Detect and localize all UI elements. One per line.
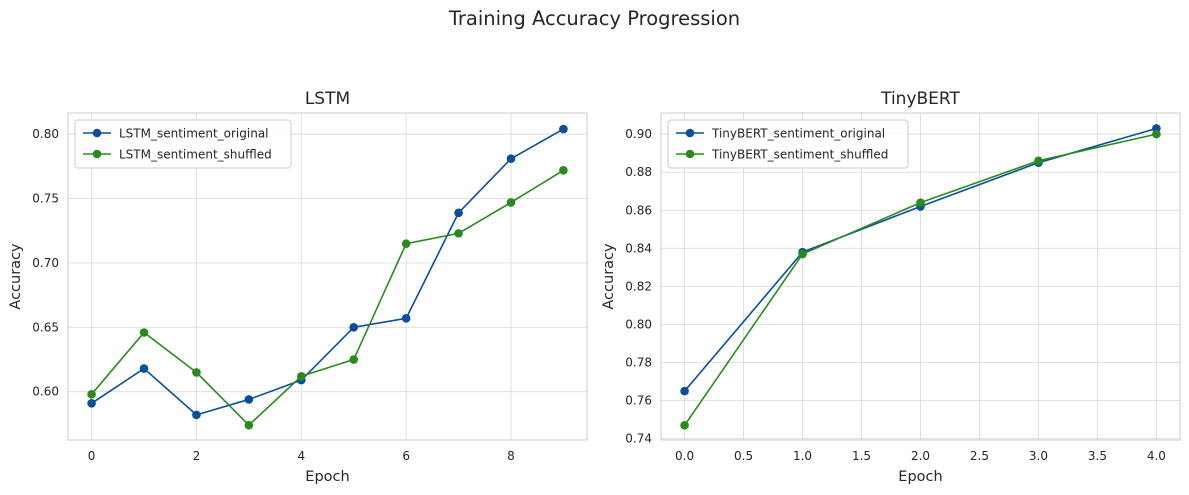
chart-0-series-0-point	[192, 410, 201, 420]
chart-1-y-tick-label: 0.86	[625, 203, 652, 217]
chart-1-x-tick-label: 2.5	[970, 449, 989, 463]
chart-0-title: LSTM	[305, 89, 350, 109]
chart-1-y-tick-label: 0.78	[625, 356, 652, 370]
chart-0-series-1-point	[506, 198, 516, 207]
chart-1-y-tick-label: 0.84	[625, 241, 652, 255]
chart-0-x-axis-label: Epoch	[305, 469, 349, 485]
chart-1-y-tick-label: 0.82	[625, 279, 652, 293]
chart-0-series-0-point	[401, 314, 411, 323]
chart-1-x-tick-label: 1.5	[852, 449, 871, 463]
chart-1-x-tick-label: 0.0	[675, 449, 694, 463]
chart-1-series-1-point	[798, 249, 807, 259]
chart-1-x-tick-label: 3.5	[1088, 449, 1107, 463]
chart-1-title: TinyBERT	[880, 89, 960, 109]
chart-1-x-tick-label: 4.0	[1147, 449, 1166, 463]
chart-0-legend-label-0: LSTM_sentiment_original	[119, 127, 269, 141]
chart-0-series-0-point	[454, 208, 463, 218]
chart-1-x-tick-label: 2.0	[911, 449, 930, 463]
chart-1-y-tick-label: 0.88	[625, 165, 652, 179]
chart-1-series-1-point	[1034, 156, 1043, 166]
chart-0-series-1-point	[296, 371, 306, 381]
chart-1-y-tick-label: 0.90	[625, 127, 652, 141]
chart-1-x-tick-label: 3.0	[1029, 449, 1048, 463]
chart-0-legend-label-1: LSTM_sentiment_shuffled	[119, 148, 272, 162]
tinybert-panel: 0.0 0.5 1.0 1.5 2.0 2.5 3.0 3.5 4.0 0.74 0.76 0.78 0…	[601, 89, 1181, 485]
chart-0-x-tick-label: 6	[402, 449, 410, 463]
chart-0-series-0-point	[349, 323, 359, 332]
chart-0-y-tick-label: 0.80	[32, 127, 59, 141]
chart-1-legend-label-1: TinyBERT_sentiment_shuffled	[711, 148, 888, 162]
chart-1-y-axis-label: Accuracy	[601, 243, 617, 310]
chart-0-y-axis-label: Accuracy	[8, 243, 24, 310]
figure-title: Training Accuracy Progression	[448, 7, 740, 30]
chart-1-series-1-point	[680, 421, 689, 430]
chart-0-y-tick-label: 0.60	[32, 385, 59, 399]
chart-1-series-0-point	[680, 386, 689, 396]
chart-1-series-1-point	[916, 198, 925, 207]
chart-0-series-1-point	[349, 355, 359, 364]
chart-1-legend: TinyBERT_sentiment_original TinyBERT_sent…	[667, 119, 909, 169]
chart-1-plot-frame	[660, 112, 1181, 441]
chart-0-x-tick-label: 8	[507, 449, 515, 463]
chart-1-x-tick-label: 0.5	[734, 449, 753, 463]
chart-0-series-1-point	[559, 165, 568, 175]
chart-0-series-0-point	[506, 154, 516, 164]
chart-0-series-1-point	[192, 368, 201, 377]
chart-0-series-1-point	[87, 389, 96, 399]
chart-0-y-tick-label: 0.70	[32, 256, 59, 270]
chart-0-legend-box	[74, 119, 292, 169]
chart-0-series-0-point	[87, 399, 96, 408]
chart-0-series-1-point	[454, 229, 463, 238]
chart-0-series-1-point	[244, 420, 254, 430]
chart-0-legend: LSTM_sentiment_original LSTM_sentiment_sh…	[74, 119, 292, 169]
chart-0-y-tick-label: 0.75	[32, 192, 59, 206]
chart-0-y-tick-label: 0.65	[32, 320, 59, 334]
chart-0-plot-frame	[67, 112, 588, 441]
chart-1-x-tick-label: 1.0	[793, 449, 812, 463]
chart-1-legend-marker-1	[685, 149, 695, 159]
chart-0-legend-marker-1	[92, 149, 102, 159]
chart-0-x-tick-label: 4	[297, 449, 305, 463]
chart-1-y-tick-label: 0.74	[625, 432, 652, 446]
chart-0-series-0-point	[559, 124, 568, 134]
chart-1-series-1-point	[1152, 129, 1161, 139]
chart-0-series-0-point	[244, 395, 254, 404]
chart-0-series-0-line	[91, 128, 564, 416]
chart-1-x-axis-label: Epoch	[898, 469, 942, 485]
lstm-panel: 0 2 4 6 8 0.60 0.65 0.70 0.75 0.80 LSTM Epoch Accura…	[8, 89, 588, 485]
chart-0-x-tick-label: 2	[193, 449, 201, 463]
chart-1-legend-box	[667, 119, 909, 169]
chart-1-y-tick-label: 0.80	[625, 317, 652, 331]
chart-1-y-tick-label: 0.76	[625, 394, 652, 408]
chart-1-legend-marker-0	[685, 128, 695, 138]
chart-0-series-1-point	[401, 239, 411, 248]
chart-0-series-0-point	[139, 364, 149, 373]
chart-0-x-tick-label: 0	[88, 449, 96, 463]
chart-1-legend-label-0: TinyBERT_sentiment_original	[711, 127, 885, 141]
chart-0-series-1-line	[90, 169, 564, 426]
chart-0-series-1-point	[139, 328, 149, 337]
chart-0-legend-marker-0	[92, 128, 102, 138]
